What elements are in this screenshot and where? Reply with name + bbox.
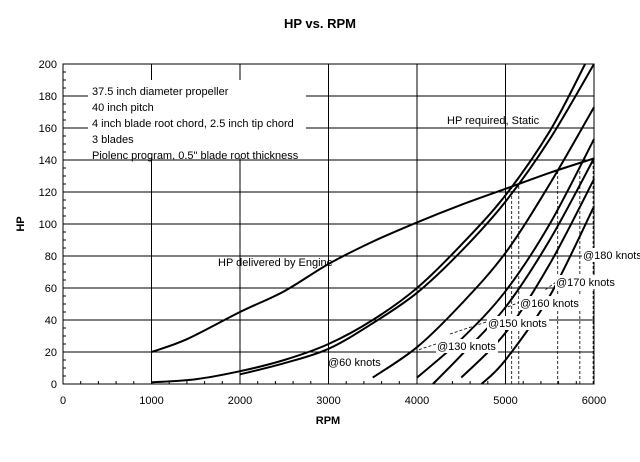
- label-170-knots: @170 knots: [556, 277, 615, 289]
- label-180-knots: @180 knots: [583, 250, 640, 262]
- y-tick-label: 60: [45, 283, 57, 295]
- note-line: 40 inch pitch: [92, 102, 154, 114]
- chart-title: HP vs. RPM: [284, 16, 356, 31]
- y-tick-label: 140: [39, 155, 57, 167]
- y-tick-label: 0: [51, 379, 57, 391]
- label-130-knots: @130 knots: [437, 341, 496, 353]
- y-tick-label: 160: [39, 123, 57, 135]
- note-line: Piolenc program, 0.5" blade root thickne…: [92, 150, 299, 162]
- series-line--60-knots: [239, 63, 595, 376]
- y-tick-label: 80: [45, 251, 57, 263]
- note-line: 3 blades: [92, 134, 134, 146]
- leader-130: [417, 343, 437, 351]
- x-tick-label: 6000: [582, 395, 606, 407]
- leader-lines: [417, 281, 557, 351]
- x-tick-label: 4000: [405, 395, 429, 407]
- label-bg: [582, 248, 640, 262]
- x-tick-label: 0: [60, 395, 66, 407]
- leader-160: [504, 301, 521, 309]
- x-tick-label: 1000: [139, 395, 163, 407]
- x-axis-label: RPM: [316, 415, 340, 427]
- y-tick-label: 120: [39, 187, 57, 199]
- y-tick-label: 200: [39, 59, 57, 71]
- y-tick-label: 180: [39, 91, 57, 103]
- label-bg: [555, 275, 617, 289]
- leader-170: [544, 281, 557, 291]
- series-line--160-knots: [432, 157, 595, 385]
- leader-150: [449, 321, 487, 335]
- label-engine: HP delivered by Engine: [218, 257, 333, 269]
- notes-background: [88, 80, 306, 158]
- label-static: HP required, Static: [447, 115, 540, 127]
- series-line--130-knots: [372, 106, 595, 379]
- label-bg: [436, 339, 498, 353]
- label-60-knots: @60 knots: [328, 357, 381, 369]
- note-line: 37.5 inch diameter propeller: [92, 86, 229, 98]
- y-tick-label: 20: [45, 347, 57, 359]
- label-bg: [519, 296, 581, 310]
- series-line--180-knots: [480, 205, 595, 385]
- label-150-knots: @150 knots: [488, 318, 547, 330]
- series-line-hp-required-static: [151, 63, 587, 384]
- label-bg: [487, 316, 549, 330]
- notes: 37.5 inch diameter propeller 40 inch pit…: [92, 86, 299, 162]
- x-tick-label: 5000: [493, 395, 517, 407]
- x-tick-label: 2000: [228, 395, 252, 407]
- note-line: 4 inch blade root chord, 2.5 inch tip ch…: [92, 118, 294, 130]
- y-tick-label: 100: [39, 219, 57, 231]
- y-axis-label: HP: [15, 216, 27, 231]
- x-tick-label: 3000: [316, 395, 340, 407]
- y-tick-label: 40: [45, 315, 57, 327]
- label-160-knots: @160 knots: [520, 298, 579, 310]
- series-line--170-knots: [460, 178, 595, 379]
